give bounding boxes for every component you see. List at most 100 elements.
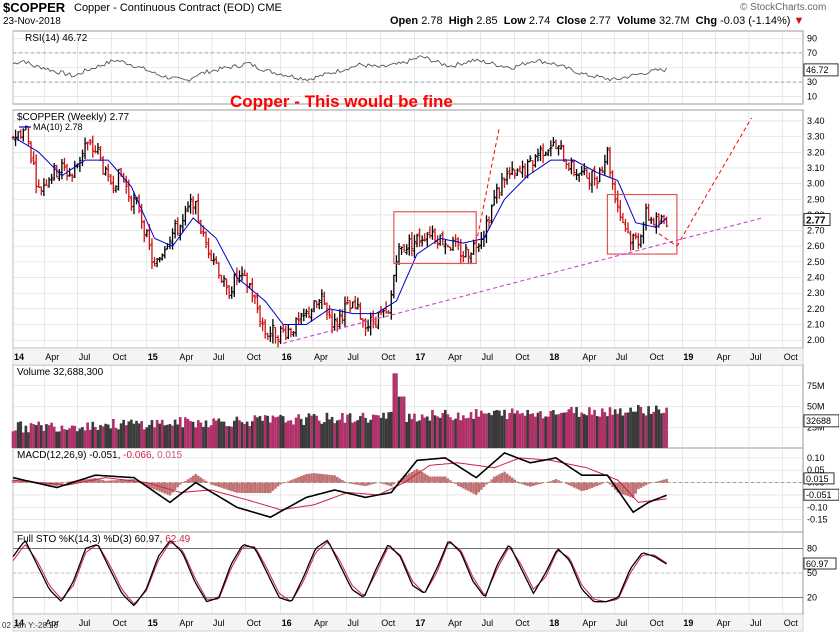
macd-histogram-bar — [454, 482, 457, 485]
volume-bar — [171, 425, 174, 448]
price-bar — [111, 175, 115, 194]
macd-histogram-bar — [325, 474, 329, 483]
volume-bar — [37, 421, 41, 448]
price-bar — [302, 308, 306, 322]
macd-histogram-bar — [588, 482, 591, 489]
macd-histogram-bar — [495, 475, 499, 483]
projection-line — [658, 233, 678, 247]
price-bar — [11, 135, 15, 140]
macd-histogram-bar — [480, 482, 483, 490]
volume-bar — [310, 415, 313, 448]
price-current-label: 2.77 — [806, 216, 826, 227]
price-bar — [466, 248, 471, 264]
price-bar — [420, 235, 424, 247]
price-bar — [443, 239, 447, 255]
volume-bar — [42, 430, 46, 448]
macd-histogram-bar — [299, 476, 303, 483]
macd-histogram-bar — [413, 470, 416, 483]
volume-bar — [261, 420, 264, 448]
brand: © StockCharts.com — [740, 2, 827, 13]
instrument-name: Copper - Continuous Contract (EOD) CME — [74, 2, 282, 14]
macd-histogram-bar — [642, 482, 645, 487]
x-axis-label: Jul — [79, 618, 91, 628]
price-bar — [62, 157, 67, 171]
volume-bar — [76, 431, 79, 448]
macd-histogram-bar — [307, 473, 311, 483]
volume-bar — [341, 412, 344, 448]
x-axis-label: 16 — [282, 352, 292, 362]
x-axis-label: Apr — [582, 352, 596, 362]
macd-histogram-bar — [549, 481, 553, 483]
volume-bar — [243, 424, 246, 448]
volume-bar — [99, 425, 102, 448]
macd-histogram-bar — [660, 480, 663, 483]
volume-bar — [413, 413, 416, 448]
volume-current-label: 32688 — [806, 416, 831, 426]
volume-bar — [88, 429, 92, 448]
price-bar — [39, 186, 43, 196]
x-axis-label: Oct — [247, 618, 262, 628]
volume-bar — [148, 424, 151, 448]
volume-bar — [454, 418, 457, 448]
price-bar — [44, 179, 49, 186]
volume-bar — [168, 424, 172, 448]
price-bar — [194, 200, 198, 215]
volume-bar — [469, 412, 473, 448]
price-bar — [286, 324, 290, 340]
volume-bar — [626, 412, 630, 448]
price-bar — [549, 140, 553, 157]
macd-histogram-bar — [608, 482, 612, 485]
price-bar — [351, 301, 355, 309]
volume-bar — [570, 406, 573, 448]
price-bar — [610, 170, 615, 190]
macd-histogram-bar — [42, 482, 46, 485]
chart-annotation: Copper - This would be fine — [230, 92, 453, 111]
macd-histogram-bar — [626, 482, 630, 497]
volume-bar — [24, 425, 28, 448]
price-bar — [176, 217, 180, 236]
x-axis-label: Jul — [347, 352, 359, 362]
volume-bar — [19, 421, 23, 448]
consolidation-box — [606, 193, 678, 255]
macd-histogram-bar — [644, 482, 648, 486]
macd-histogram-bar — [464, 482, 468, 490]
volume-bar — [104, 423, 107, 448]
x-axis-label: Oct — [784, 352, 799, 362]
price-bar — [237, 270, 242, 283]
macd-histogram-bar — [521, 482, 524, 485]
macd-histogram-bar — [271, 482, 275, 491]
macd-histogram-bar — [498, 474, 501, 483]
y-axis-tick-label: 2.50 — [807, 257, 825, 267]
macd-histogram-bar — [145, 482, 149, 487]
macd-histogram-bar — [631, 482, 635, 499]
macd-histogram-bar — [117, 480, 120, 483]
macd-histogram-bar — [212, 482, 215, 486]
macd-hist-label: 0.015 — [806, 474, 829, 484]
price-bar — [358, 302, 362, 320]
rsi-current-label: 46.72 — [806, 65, 829, 75]
volume-bar — [135, 420, 138, 448]
y-axis-tick-label: 2.90 — [807, 194, 825, 204]
volume-bar — [343, 422, 347, 448]
x-axis-label: Apr — [179, 618, 193, 628]
x-axis-label: 16 — [282, 618, 292, 628]
x-axis-label: Jul — [750, 618, 762, 628]
macd-histogram-bar — [649, 482, 653, 484]
price-bar — [598, 167, 602, 183]
price-bar — [531, 159, 535, 173]
macd-title-hist: 0.015 — [154, 450, 182, 461]
x-axis-label: Apr — [45, 352, 59, 362]
volume-bar — [122, 419, 125, 448]
price-bar — [520, 160, 525, 178]
macd-histogram-bar — [446, 478, 450, 483]
price-bar — [417, 228, 422, 248]
price-bar — [333, 313, 337, 331]
volume-bar — [389, 411, 393, 448]
y-axis-tick-label: 2.00 — [807, 335, 825, 345]
volume-bar — [109, 428, 113, 448]
macd-histogram-bar — [240, 482, 244, 493]
volume-bar — [320, 423, 324, 448]
volume-bar — [415, 421, 419, 448]
price-bar — [572, 159, 576, 177]
macd-histogram-bar — [310, 473, 313, 483]
